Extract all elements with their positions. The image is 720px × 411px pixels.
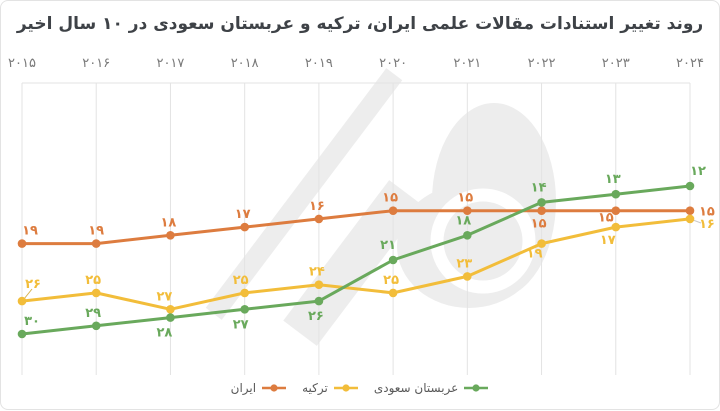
legend-line-dot-icon xyxy=(262,384,287,392)
data-point-iran xyxy=(463,206,472,215)
data-label-saudi: ۲۷ xyxy=(233,317,249,332)
data-point-iran xyxy=(314,214,324,224)
data-point-iran xyxy=(537,206,546,215)
data-point-saudi xyxy=(314,296,324,306)
year-label: ۲۰۱۸ xyxy=(231,56,259,71)
data-label-turkey: ۲۶ xyxy=(25,277,41,292)
data-point-turkey xyxy=(166,305,175,314)
year-label: ۲۰۲۴ xyxy=(676,56,704,71)
data-label-saudi: ۱۴ xyxy=(531,180,547,195)
legend-line-dot-icon xyxy=(464,384,489,392)
data-point-saudi xyxy=(91,321,101,331)
data-label-turkey: ۱۹ xyxy=(527,247,543,262)
data-point-saudi xyxy=(611,189,621,199)
data-point-iran xyxy=(685,206,695,215)
data-point-turkey xyxy=(463,272,472,281)
series-line-turkey xyxy=(20,217,692,311)
legend-label-turkey: ترکیه xyxy=(302,381,328,395)
data-point-turkey xyxy=(611,222,621,232)
year-label: ۲۰۲۱ xyxy=(453,56,481,71)
year-label: ۲۰۱۹ xyxy=(305,56,333,71)
data-label-turkey: ۲۳ xyxy=(456,256,472,271)
data-point-saudi xyxy=(685,181,695,191)
data-point-saudi xyxy=(388,255,398,265)
legend-item-saudi: عربستان سعودی xyxy=(374,381,490,395)
data-label-iran: ۱۹ xyxy=(22,224,38,239)
data-label-turkey: ۲۵ xyxy=(383,273,399,288)
data-point-iran xyxy=(388,206,398,215)
data-point-turkey xyxy=(537,239,546,248)
data-label-iran: ۱۹ xyxy=(88,224,104,239)
data-point-saudi xyxy=(463,231,472,240)
year-label: ۲۰۲۲ xyxy=(528,56,556,71)
data-point-turkey xyxy=(17,296,27,306)
data-point-turkey xyxy=(91,288,101,298)
data-label-turkey: ۲۵ xyxy=(85,273,101,288)
data-point-turkey xyxy=(240,288,249,298)
data-point-iran xyxy=(17,239,27,248)
data-point-turkey xyxy=(314,280,324,290)
data-label-iran: ۱۸ xyxy=(160,215,176,230)
data-label-saudi: ۲۶ xyxy=(308,309,324,324)
data-label-iran: ۱۵ xyxy=(531,217,547,232)
data-label-saudi: ۱۳ xyxy=(605,172,621,187)
label-leader xyxy=(23,288,33,300)
data-point-iran xyxy=(240,222,249,232)
data-label-turkey: ۱۶ xyxy=(699,217,715,232)
label-leader xyxy=(692,219,702,224)
data-label-iran: ۱۶ xyxy=(309,199,325,214)
data-label-saudi: ۱۲ xyxy=(690,164,706,179)
data-label-turkey: ۲۴ xyxy=(309,265,325,280)
data-label-iran: ۱۵ xyxy=(598,211,614,226)
data-label-turkey: ۱۷ xyxy=(600,233,616,248)
data-point-turkey xyxy=(685,214,695,224)
series-line-iran xyxy=(20,209,692,246)
data-label-turkey: ۲۷ xyxy=(156,289,172,304)
data-label-saudi: ۲۸ xyxy=(156,326,172,341)
year-label: ۲۰۱۵ xyxy=(8,56,36,71)
data-label-saudi: ۲۹ xyxy=(85,306,101,321)
series-line-saudi xyxy=(20,184,692,336)
data-point-iran xyxy=(91,239,101,248)
data-label-saudi: ۱۸ xyxy=(455,213,471,228)
data-point-iran xyxy=(166,231,175,240)
data-point-saudi xyxy=(240,305,249,314)
legend-item-iran: ایران xyxy=(231,381,287,395)
data-point-iran xyxy=(611,206,621,215)
data-label-iran: ۱۵ xyxy=(699,205,715,220)
legend-label-iran: ایران xyxy=(230,381,257,395)
data-label-saudi: ۲۱ xyxy=(380,238,396,253)
data-point-saudi xyxy=(537,198,546,207)
data-label-saudi: ۳۰ xyxy=(24,314,40,329)
year-label: ۲۰۱۷ xyxy=(156,56,184,71)
watermark-ring xyxy=(430,188,536,294)
data-label-iran: ۱۷ xyxy=(235,207,251,222)
legend-label-saudi: عربستان سعودی xyxy=(373,381,459,395)
data-point-turkey xyxy=(388,288,398,298)
data-label-turkey: ۲۵ xyxy=(233,273,249,288)
year-label: ۲۰۱۶ xyxy=(82,56,110,71)
legend-item-turkey: ترکیه xyxy=(302,381,359,395)
data-point-saudi xyxy=(17,329,27,339)
legend-line-dot-icon xyxy=(333,384,358,392)
data-label-iran: ۱۵ xyxy=(457,191,473,206)
year-label: ۲۰۲۰ xyxy=(379,56,407,71)
year-label: ۲۰۲۳ xyxy=(602,56,630,71)
data-point-saudi xyxy=(166,313,175,322)
chart-title: روند تغییر استنادات مقالات علمی ایران، ت… xyxy=(16,14,704,34)
chart-legend: ایران ترکیه عربستان سعودی xyxy=(1,381,719,395)
data-label-iran: ۱۵ xyxy=(382,191,398,206)
